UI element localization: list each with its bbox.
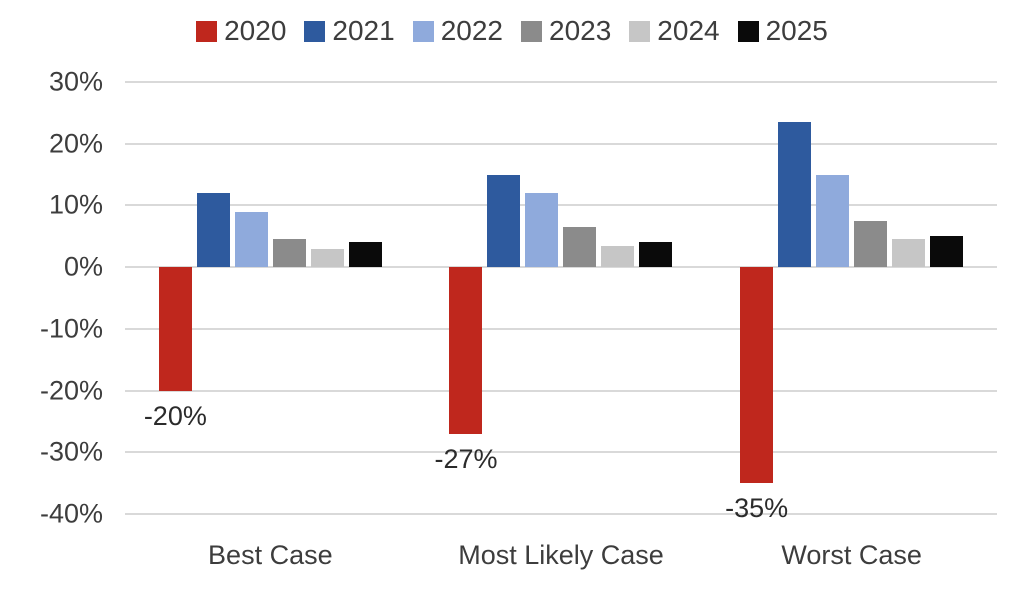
legend-item-2021: 2021 — [304, 15, 395, 46]
bar-2023 — [854, 220, 888, 268]
gridline — [125, 513, 997, 515]
bar-2024 — [892, 239, 926, 268]
bar-group-best-case: -20% — [125, 82, 416, 514]
legend-label: 2022 — [440, 15, 503, 46]
bar-2020 — [449, 267, 483, 434]
bar-2021 — [196, 193, 230, 268]
gridline — [125, 327, 997, 330]
gridline — [125, 204, 997, 207]
data-label-2020: -27% — [434, 443, 498, 474]
legend-label: 2024 — [657, 15, 720, 46]
y-axis-tick-label: 20% — [48, 128, 103, 159]
legend-swatch-icon — [304, 20, 326, 42]
x-axis-category-label: Worst Case — [781, 540, 922, 570]
gridline — [125, 142, 997, 145]
bar-2024 — [601, 245, 635, 268]
legend-item-2020: 2020 — [196, 17, 286, 45]
legend-item-2022: 2022 — [412, 15, 503, 46]
legend-item-2024: 2024 — [629, 15, 720, 46]
data-label-2020: -35% — [725, 493, 789, 524]
chart-legend: 2020 2021 2022 2023 2024 2025 — [0, 12, 1024, 50]
legend-item-2023: 2023 — [521, 17, 611, 45]
gridline — [125, 389, 997, 392]
bar-2025 — [930, 236, 964, 268]
legend-swatch-icon — [521, 20, 542, 42]
gridline — [125, 81, 997, 83]
legend-label: 2025 — [765, 15, 828, 46]
legend-swatch-icon — [196, 20, 218, 42]
y-axis-tick-label: -30% — [39, 436, 103, 467]
y-axis: 30% 20% 10% 0% -10% -20% -30% -40% — [0, 68, 103, 527]
bar-group-most-likely-case: -27% — [416, 82, 707, 514]
bar-2022 — [816, 174, 850, 268]
y-axis-tick-label: -10% — [39, 313, 103, 344]
legend-item-2025: 2025 — [737, 15, 828, 46]
legend-label: 2023 — [549, 15, 612, 46]
y-axis-tick-label: -40% — [39, 498, 103, 529]
legend-swatch-icon — [629, 20, 651, 42]
bar-group-worst-case: -35% — [706, 82, 997, 522]
data-label-2020: -20% — [143, 400, 207, 431]
bar-2023 — [563, 227, 597, 268]
bar-2022 — [234, 211, 268, 268]
x-axis-category-label: Best Case — [208, 540, 333, 570]
bar-2021 — [778, 122, 812, 268]
y-axis-tick-label: 10% — [48, 189, 103, 220]
x-axis: Best Case Most Likely Case Worst Case — [125, 538, 997, 574]
y-axis-tick-label: 0% — [63, 251, 103, 282]
bar-2025 — [348, 242, 382, 268]
bar-2022 — [525, 193, 559, 268]
legend-label: 2020 — [224, 15, 287, 46]
legend-label: 2021 — [332, 15, 395, 46]
bar-2025 — [639, 242, 673, 268]
x-axis-category-label: Most Likely Case — [458, 540, 664, 570]
bar-2020 — [740, 267, 774, 484]
legend-swatch-icon — [737, 20, 759, 42]
y-axis-tick-label: -20% — [39, 375, 103, 406]
gridline — [125, 266, 997, 269]
y-axis-tick-label: 30% — [48, 66, 103, 97]
bar-2021 — [487, 174, 521, 268]
legend-swatch-icon — [412, 20, 434, 42]
bar-2020 — [158, 267, 192, 391]
bar-2023 — [272, 239, 306, 268]
plot-area: -20% -27% -35% — [125, 81, 997, 522]
gridline — [125, 451, 997, 454]
bar-2024 — [310, 248, 344, 268]
